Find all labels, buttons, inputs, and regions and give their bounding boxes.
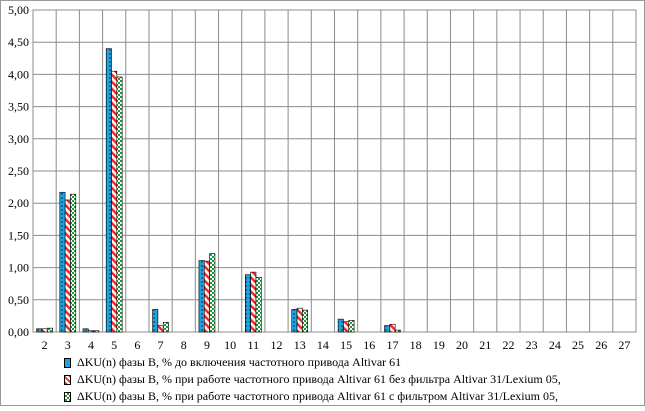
bar-series-1 [152, 309, 159, 333]
x-tick-label: 4 [88, 338, 94, 352]
bar-series-3 [209, 253, 216, 333]
y-tick-label: 0,00 [8, 325, 29, 339]
bar-series-3 [394, 329, 401, 333]
bar-series-1 [198, 260, 205, 333]
bar-series-2 [203, 260, 210, 333]
bar-series-2 [157, 325, 164, 333]
x-tick-label: 17 [386, 338, 398, 352]
bar-series-1 [36, 328, 43, 333]
legend-swatch-series-3 [64, 391, 71, 402]
x-tick-label: 11 [248, 338, 260, 352]
legend-label-series-2: ΔKU(n) фазы В, % при работе частотного п… [77, 372, 561, 386]
bar-series-3 [348, 320, 355, 333]
x-tick-label: 2 [42, 338, 48, 352]
legend-swatch-series-1 [64, 357, 71, 368]
bar-series-2 [389, 323, 396, 333]
y-tick-label: 3,50 [8, 100, 29, 114]
y-tick-label: 2,00 [8, 196, 29, 210]
legend-swatch-series-2 [64, 374, 71, 385]
x-tick-label: 25 [572, 338, 584, 352]
bar-series-1 [82, 328, 89, 333]
legend-label-series-1: ΔKU(n) фазы В, % до включения частотного… [77, 355, 402, 369]
y-tick-label: 0,50 [8, 293, 29, 307]
x-tick-label: 3 [65, 338, 71, 352]
bar-series-3 [255, 276, 262, 333]
bar-series-2 [88, 330, 94, 333]
y-tick-label: 3,00 [8, 132, 29, 146]
bar-series-1 [245, 274, 251, 333]
x-tick-label: 26 [595, 338, 607, 352]
y-tick-label: 2,50 [8, 164, 29, 178]
bar-series-3 [116, 76, 123, 333]
bar-series-3 [46, 327, 53, 333]
x-tick-label: 9 [204, 338, 210, 352]
x-tick-label: 15 [340, 338, 352, 352]
x-tick-label: 22 [502, 338, 514, 352]
x-tick-label: 19 [433, 338, 445, 352]
x-tick-label: 24 [549, 338, 561, 352]
x-tick-label: 8 [181, 338, 187, 352]
bar-series-3 [302, 309, 309, 333]
x-tick-label: 13 [294, 338, 306, 352]
x-tick-label: 10 [224, 338, 236, 352]
x-tick-label: 5 [111, 338, 117, 352]
y-tick-label: 1,50 [8, 228, 29, 242]
x-tick-label: 14 [317, 338, 329, 352]
x-tick-label: 23 [526, 338, 538, 352]
legend-item-series-3: ΔKU(n) фазы В, % при работе частотного п… [64, 388, 644, 405]
bar-series-3 [70, 193, 77, 333]
x-tick-label: 27 [618, 338, 630, 352]
y-tick-label: 4,00 [8, 67, 29, 81]
bar-series-3 [162, 322, 169, 333]
y-tick-label: 1,00 [8, 261, 29, 275]
x-tick-label: 12 [271, 338, 283, 352]
x-tick-label: 21 [479, 338, 491, 352]
bar-series-2 [64, 199, 71, 333]
bar-series-2 [111, 70, 118, 333]
x-tick-label: 20 [456, 338, 468, 352]
bar-series-2 [296, 307, 303, 333]
bar-series-1 [337, 318, 344, 333]
y-tick-label: 4,50 [8, 35, 29, 49]
chart-legend: ΔKU(n) фазы В, % до включения частотного… [64, 354, 644, 405]
x-tick-label: 18 [410, 338, 422, 352]
bar-series-2 [41, 328, 48, 333]
x-tick-label: 7 [158, 338, 164, 352]
bar-series-1 [59, 191, 66, 333]
bar-series-3 [93, 330, 100, 333]
y-tick-label: 5,00 [8, 3, 29, 17]
bar-series-2 [250, 271, 257, 333]
x-tick-label: 16 [363, 338, 375, 352]
x-tick-label: 6 [134, 338, 140, 352]
legend-item-series-1: ΔKU(n) фазы В, % до включения частотного… [64, 354, 644, 371]
legend-item-series-2: ΔKU(n) фазы В, % при работе частотного п… [64, 371, 644, 388]
bar-series-1 [384, 325, 391, 333]
bar-series-2 [343, 321, 350, 333]
bar-series-1 [291, 309, 298, 333]
legend-label-series-3: ΔKU(n) фазы В, % при работе частотного п… [77, 389, 558, 403]
bar-series-1 [105, 48, 112, 333]
